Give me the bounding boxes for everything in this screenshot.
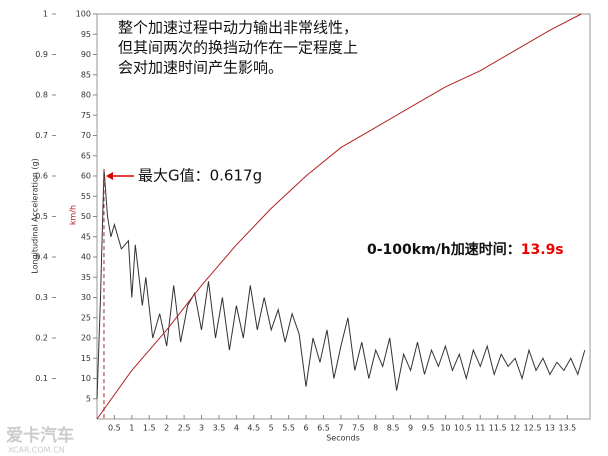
y-tick-label: 0.4 [35,253,48,262]
note-line: 会对加速时间产生影响。 [118,59,283,77]
x-tick-label: 4.5 [247,424,260,433]
x-tick-label: 5.5 [282,424,295,433]
y2-tick-label: 75 [81,111,91,120]
series-line [96,169,586,399]
time-label: 0-100km/h加速时间：13.9s [367,241,564,258]
y-tick-label: 0.7 [35,131,48,140]
y-tick-label: 0.6 [35,172,48,181]
x-tick-label: 2.5 [178,424,191,433]
y2-tick-label: 20 [81,334,91,343]
note-line: 但其间两次的换挡动作在一定程度上 [118,39,358,57]
x-tick-label: 12.5 [524,424,542,433]
x-tick-label: 8 [373,424,378,433]
y-tick-label: 0.8 [35,91,48,100]
watermark-url: XCAR.COM.CN [8,446,65,455]
y-tick-label: 1 [43,10,48,19]
x-tick-label: 7 [338,424,343,433]
x-tick-label: 13.5 [558,424,576,433]
y2-tick-label: 65 [81,151,91,160]
y2-tick-label: 90 [81,50,91,59]
y-tick-label: 0.1 [35,374,48,383]
x-tick-label: 6.5 [317,424,330,433]
y2-tick-label: 100 [76,10,91,19]
x-tick-label: 2 [164,424,169,433]
time-label-text: 0-100km/h加速时间： [367,241,521,258]
y-tick-label: 0.3 [35,293,48,302]
x-tick-label: 7.5 [352,424,365,433]
note-line: 整个加速过程中动力输出非常线性， [118,19,358,37]
y2-tick-label: 10 [81,374,91,383]
x-tick-label: 13 [545,424,555,433]
y2-axis-label: km/h [69,205,78,225]
y2-tick-label: 45 [81,232,91,241]
x-tick-label: 9.5 [422,424,435,433]
x-tick-label: 1.5 [143,424,156,433]
x-tick-label: 11.5 [489,424,507,433]
x-tick-label: 0.5 [108,424,121,433]
y2-tick-label: 60 [81,172,91,181]
x-tick-label: 10.5 [454,424,472,433]
y2-tick-label: 5 [86,394,91,403]
x-tick-label: 8.5 [387,424,400,433]
x-tick-label: 5 [269,424,274,433]
y2-tick-label: 55 [81,192,91,201]
time-value: 13.9s [521,242,564,258]
y-axis-label: Longitudinal Acceleration (g) [31,158,40,273]
x-tick-label: 3 [199,424,204,433]
x-tick-label: 4 [234,424,239,433]
peak-label: 最大G值：0.617g [138,167,262,185]
y2-tick-label: 70 [81,131,91,140]
y-tick-label: 0.5 [35,212,48,221]
peak-arrowhead [106,172,113,180]
y2-tick-label: 85 [81,70,91,79]
x-tick-label: 3.5 [213,424,226,433]
y2-tick-label: 50 [81,212,91,221]
x-tick-label: 9 [408,424,413,433]
watermark: 爱卡汽车 [6,425,74,446]
y2-tick-label: 40 [81,253,91,262]
y2-tick-label: 25 [81,313,91,322]
y2-tick-label: 15 [81,354,91,363]
y2-tick-label: 80 [81,91,91,100]
x-tick-label: 6 [303,424,308,433]
x-tick-label: 11 [475,424,485,433]
series-line [96,13,582,420]
x-tick-label: 10 [440,424,450,433]
y-tick-label: 0.9 [35,50,48,59]
x-axis-label: Seconds [326,434,360,443]
x-tick-label: 12 [510,424,520,433]
y-tick-label: 0.2 [35,334,48,343]
x-tick-label: 1 [129,424,134,433]
y2-tick-label: 95 [81,30,91,39]
y2-tick-label: 30 [81,293,91,302]
y2-tick-label: 35 [81,273,91,282]
